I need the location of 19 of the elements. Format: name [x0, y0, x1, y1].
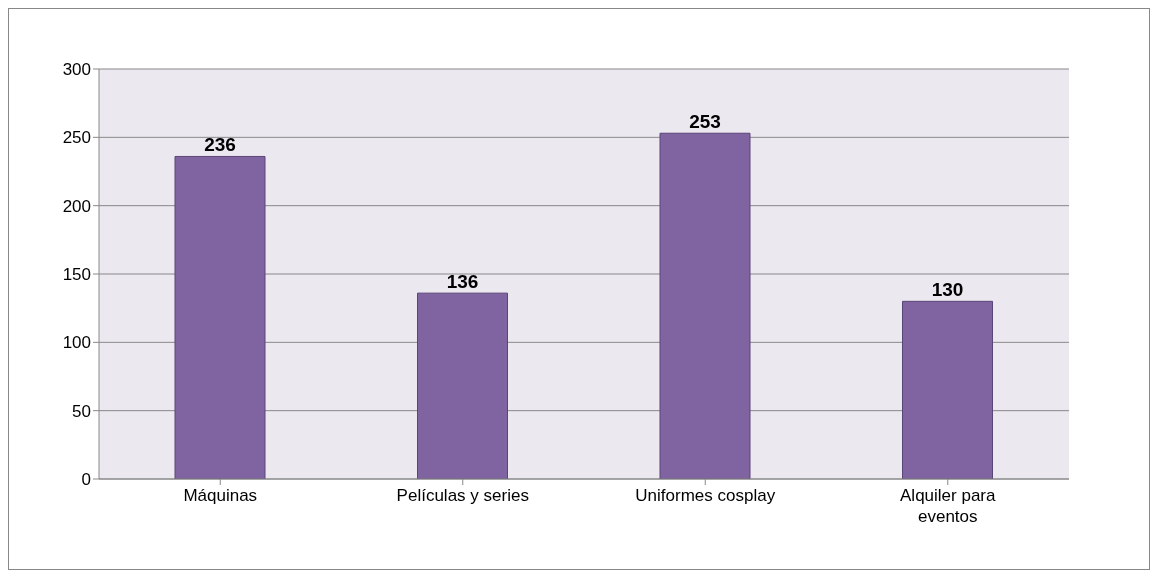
- bar: [659, 132, 751, 479]
- data-label: 130: [931, 279, 964, 301]
- data-label: 253: [689, 111, 721, 133]
- x-tick-label: Películas y series: [396, 486, 529, 505]
- x-tick-label: Alquiler para eventos: [900, 486, 997, 526]
- bar: [174, 155, 266, 479]
- y-tick-label: 100: [62, 333, 91, 353]
- y-tick-label: 50: [72, 401, 91, 421]
- x-tick-label: Uniformes cosplay: [635, 486, 776, 505]
- y-tick-label: 250: [62, 128, 91, 148]
- y-tick-label: 150: [62, 265, 91, 285]
- data-label: 136: [446, 271, 479, 293]
- x-tick-label: Máquinas: [183, 486, 258, 505]
- bar: [902, 300, 993, 479]
- data-label: 236: [204, 134, 236, 156]
- bar: [417, 292, 508, 479]
- y-tick-label: 200: [62, 196, 91, 216]
- y-tick-label: 300: [62, 60, 91, 80]
- y-tick-label: 0: [81, 470, 91, 490]
